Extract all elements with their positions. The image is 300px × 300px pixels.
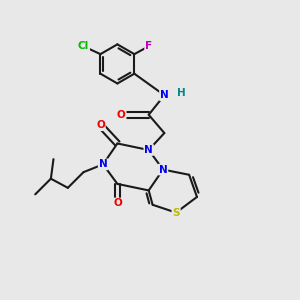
Text: N: N [144,145,153,155]
Text: O: O [113,199,122,208]
Text: Cl: Cl [78,41,89,51]
Text: O: O [96,120,105,130]
Text: O: O [117,110,126,120]
Text: N: N [160,90,169,100]
Text: S: S [172,208,180,218]
Text: H: H [177,88,186,98]
Text: F: F [145,41,152,51]
Text: N: N [159,165,167,175]
Text: N: N [99,159,107,169]
